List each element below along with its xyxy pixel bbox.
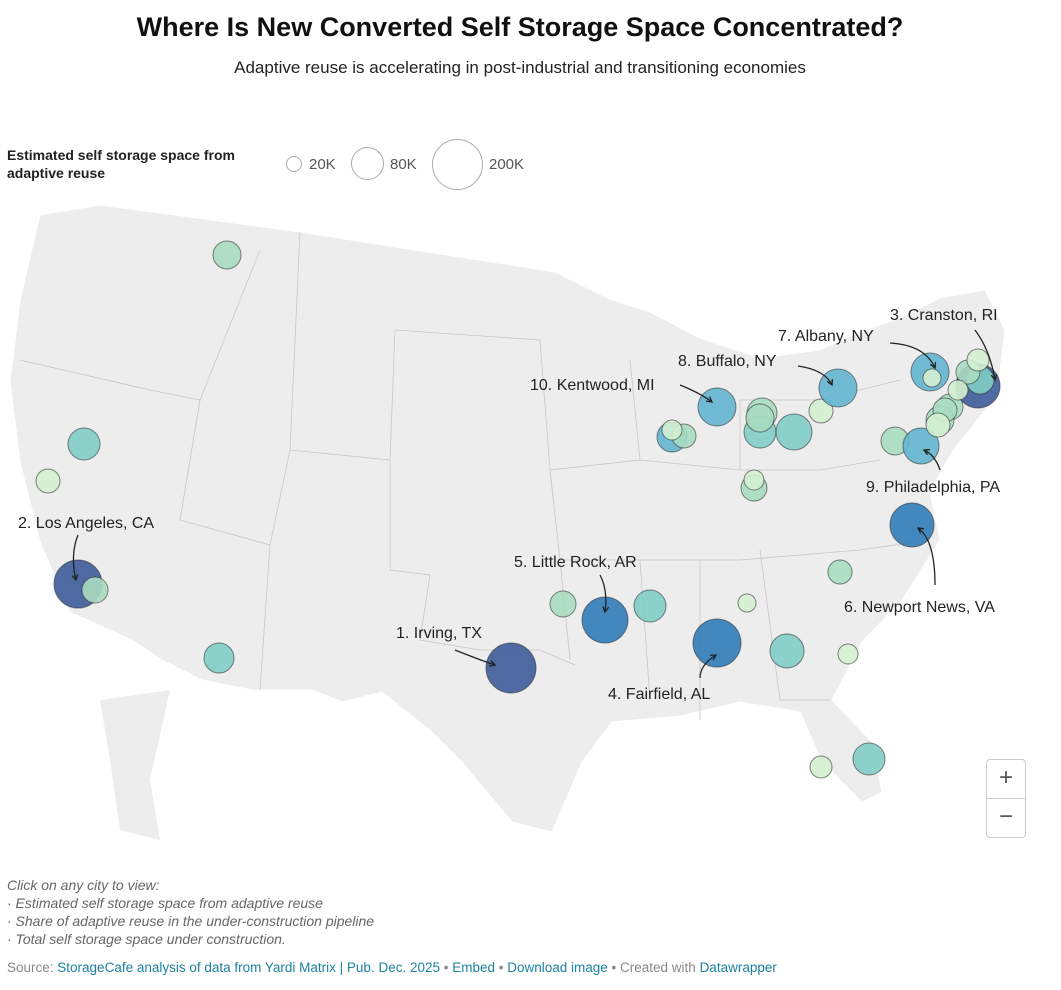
- city-bubble[interactable]: [67, 427, 101, 461]
- arrow-icon: [923, 449, 941, 471]
- arrowhead-icon: [916, 527, 925, 534]
- city-bubble[interactable]: [697, 387, 737, 427]
- city-bubble[interactable]: [203, 642, 235, 674]
- city-bubble[interactable]: [692, 618, 742, 668]
- city-bubble[interactable]: [581, 596, 629, 644]
- city-labels: 1. Irving, TX 2. Los Angeles, CA 3. Cranst…: [18, 307, 1000, 703]
- legend-label-200k: 200K: [489, 156, 525, 173]
- notes-intro: Click on any city to view:: [7, 877, 160, 893]
- label-arrows: [71, 329, 998, 679]
- separator: •: [439, 960, 453, 975]
- city-bubble[interactable]: [922, 368, 942, 388]
- city-bubble[interactable]: [745, 403, 775, 433]
- city-bubble[interactable]: [737, 593, 757, 613]
- city-bubble[interactable]: [661, 419, 683, 441]
- chart-subtitle: Adaptive reuse is accelerating in post-i…: [234, 58, 806, 77]
- arrow-icon: [679, 384, 713, 403]
- city-bubble[interactable]: [549, 590, 577, 618]
- arrow-icon: [917, 527, 936, 586]
- legend-label-80k: 80K: [390, 156, 417, 173]
- arrowhead-icon: [705, 396, 714, 403]
- arrowhead-icon: [488, 660, 497, 667]
- chart-title: Where Is New Converted Self Storage Spac…: [136, 12, 904, 42]
- city-bubble[interactable]: [485, 642, 537, 694]
- source-prefix: Source:: [7, 960, 58, 975]
- city-label: 9. Philadelphia, PA: [866, 479, 1000, 496]
- arrowhead-icon: [709, 654, 718, 661]
- arrowhead-icon: [602, 606, 610, 614]
- zoom-in-button[interactable]: +: [986, 759, 1026, 799]
- city-bubble[interactable]: [769, 633, 805, 669]
- city-label: 5. Little Rock, AR: [514, 554, 637, 571]
- city-bubble[interactable]: [827, 559, 853, 585]
- arrowhead-icon: [922, 448, 931, 456]
- city-label: 3. Cranston, RI: [890, 307, 998, 324]
- city-bubble[interactable]: [852, 742, 886, 776]
- city-bubble[interactable]: [902, 427, 940, 465]
- arrow-icon: [974, 329, 996, 381]
- created-with: • Created with: [607, 960, 700, 975]
- notes-item: · Total self storage space under constru…: [7, 931, 286, 947]
- embed-link[interactable]: Embed: [452, 960, 495, 975]
- city-label: 8. Buffalo, NY: [678, 353, 777, 370]
- arrow-icon: [72, 534, 79, 581]
- city-bubble[interactable]: [35, 468, 61, 494]
- city-bubble[interactable]: [889, 502, 935, 548]
- download-image-link[interactable]: Download image: [507, 960, 608, 975]
- arrow-icon: [599, 574, 607, 613]
- source-line: Source: StorageCafe analysis of data fro…: [7, 960, 777, 975]
- notes-item: · Estimated self storage space from adap…: [7, 895, 323, 911]
- city-label: 1. Irving, TX: [396, 625, 482, 642]
- mexico-land: [100, 690, 170, 840]
- arrowhead-icon: [71, 574, 79, 582]
- legend-circle-80k: [351, 147, 384, 180]
- arrowhead-icon: [990, 374, 998, 382]
- city-bubble[interactable]: [925, 412, 951, 438]
- arrowhead-icon: [929, 361, 937, 370]
- arrow-icon: [889, 342, 936, 369]
- city-bubble[interactable]: [743, 469, 765, 491]
- city-bubble[interactable]: [818, 368, 858, 408]
- legend-label-20k: 20K: [309, 156, 336, 173]
- city-label: 6. Newport News, VA: [844, 599, 995, 616]
- city-label: 4. Fairfield, AL: [608, 686, 710, 703]
- arrow-icon: [699, 654, 717, 679]
- city-bubble[interactable]: [212, 240, 242, 270]
- datawrapper-link[interactable]: Datawrapper: [699, 960, 777, 975]
- city-label: 2. Los Angeles, CA: [18, 515, 154, 532]
- zoom-out-button[interactable]: −: [986, 798, 1026, 838]
- city-bubble[interactable]: [633, 589, 667, 623]
- separator: •: [495, 960, 508, 975]
- arrowhead-icon: [826, 378, 834, 387]
- notes-item: · Share of adaptive reuse in the under-c…: [7, 913, 375, 929]
- legend-title: Estimated self storage space from adapti…: [7, 147, 235, 181]
- arrow-icon: [797, 365, 833, 386]
- city-bubble[interactable]: [966, 348, 990, 372]
- city-bubble[interactable]: [808, 398, 834, 424]
- legend-circle-200k: [432, 139, 483, 190]
- city-bubble[interactable]: [775, 413, 813, 451]
- arrow-icon: [454, 649, 496, 666]
- us-map[interactable]: 1. Irving, TX 2. Los Angeles, CA 3. Cranst…: [0, 190, 1061, 860]
- source-link[interactable]: StorageCafe analysis of data from Yardi …: [57, 960, 440, 975]
- city-bubble[interactable]: [947, 379, 969, 401]
- city-bubbles[interactable]: [35, 240, 1001, 779]
- city-bubble[interactable]: [809, 755, 833, 779]
- us-land: [9, 204, 1006, 833]
- legend-circle-20k: [286, 156, 302, 172]
- notes: Click on any city to view: · Estimated s…: [7, 876, 374, 948]
- city-bubble[interactable]: [837, 643, 859, 665]
- city-bubble[interactable]: [81, 576, 109, 604]
- city-label: 7. Albany, NY: [778, 328, 874, 345]
- city-label: 10. Kentwood, MI: [530, 377, 655, 394]
